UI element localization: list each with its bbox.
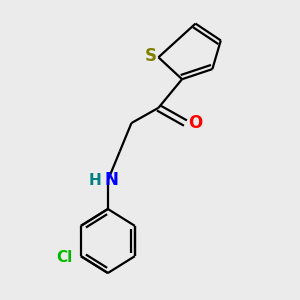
- Text: O: O: [188, 114, 202, 132]
- Text: N: N: [105, 171, 119, 189]
- Text: H: H: [89, 173, 101, 188]
- Text: S: S: [145, 46, 157, 64]
- Text: Cl: Cl: [56, 250, 72, 266]
